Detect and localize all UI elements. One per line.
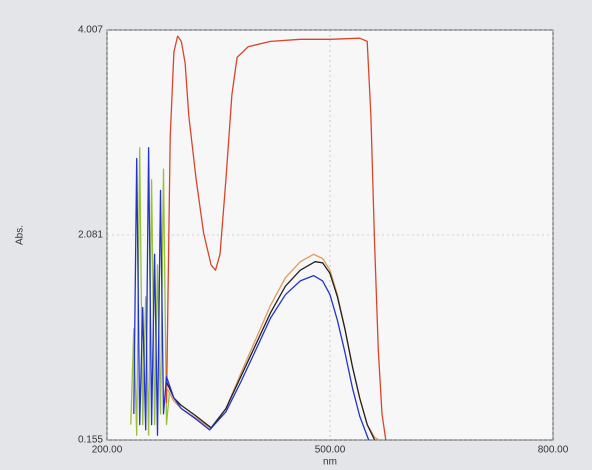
y-axis-label: Abs. (15, 225, 26, 245)
x-tick-label: 200.00 (92, 445, 123, 456)
y-tick-label: 4.007 (78, 25, 103, 36)
series-line (165, 35, 387, 441)
y-tick-label: 0.155 (78, 435, 103, 446)
y-tick-label: 2.081 (78, 230, 103, 241)
series-line (165, 261, 376, 441)
x-tick-label: 500.00 (315, 445, 346, 456)
x-tick-label: 800.00 (538, 445, 569, 456)
series-line (133, 147, 370, 441)
x-axis-label: nm (323, 457, 337, 468)
